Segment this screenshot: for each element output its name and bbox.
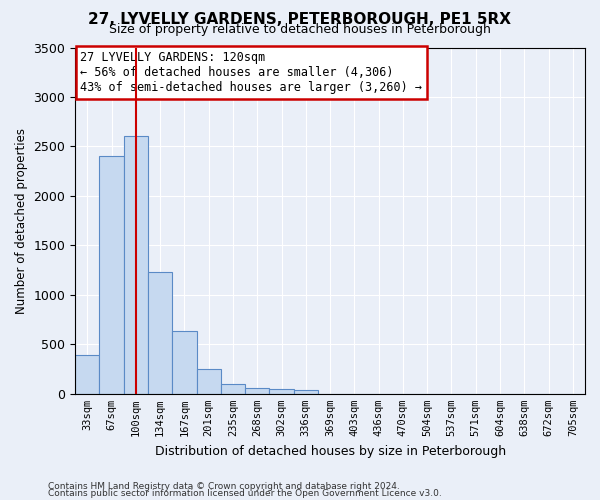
Bar <box>172 332 197 394</box>
Text: Contains HM Land Registry data © Crown copyright and database right 2024.: Contains HM Land Registry data © Crown c… <box>48 482 400 491</box>
Text: Contains public sector information licensed under the Open Government Licence v3: Contains public sector information licen… <box>48 490 442 498</box>
X-axis label: Distribution of detached houses by size in Peterborough: Distribution of detached houses by size … <box>155 444 506 458</box>
Text: 27, LYVELLY GARDENS, PETERBOROUGH, PE1 5RX: 27, LYVELLY GARDENS, PETERBOROUGH, PE1 5… <box>89 12 511 28</box>
Bar <box>245 388 269 394</box>
Text: 27 LYVELLY GARDENS: 120sqm
← 56% of detached houses are smaller (4,306)
43% of s: 27 LYVELLY GARDENS: 120sqm ← 56% of deta… <box>80 51 422 94</box>
Bar <box>197 369 221 394</box>
Bar <box>221 384 245 394</box>
Bar <box>148 272 172 394</box>
Bar <box>100 156 124 394</box>
Y-axis label: Number of detached properties: Number of detached properties <box>15 128 28 314</box>
Bar <box>75 355 100 394</box>
Bar <box>293 390 318 394</box>
Bar <box>269 389 293 394</box>
Text: Size of property relative to detached houses in Peterborough: Size of property relative to detached ho… <box>109 22 491 36</box>
Bar <box>124 136 148 394</box>
